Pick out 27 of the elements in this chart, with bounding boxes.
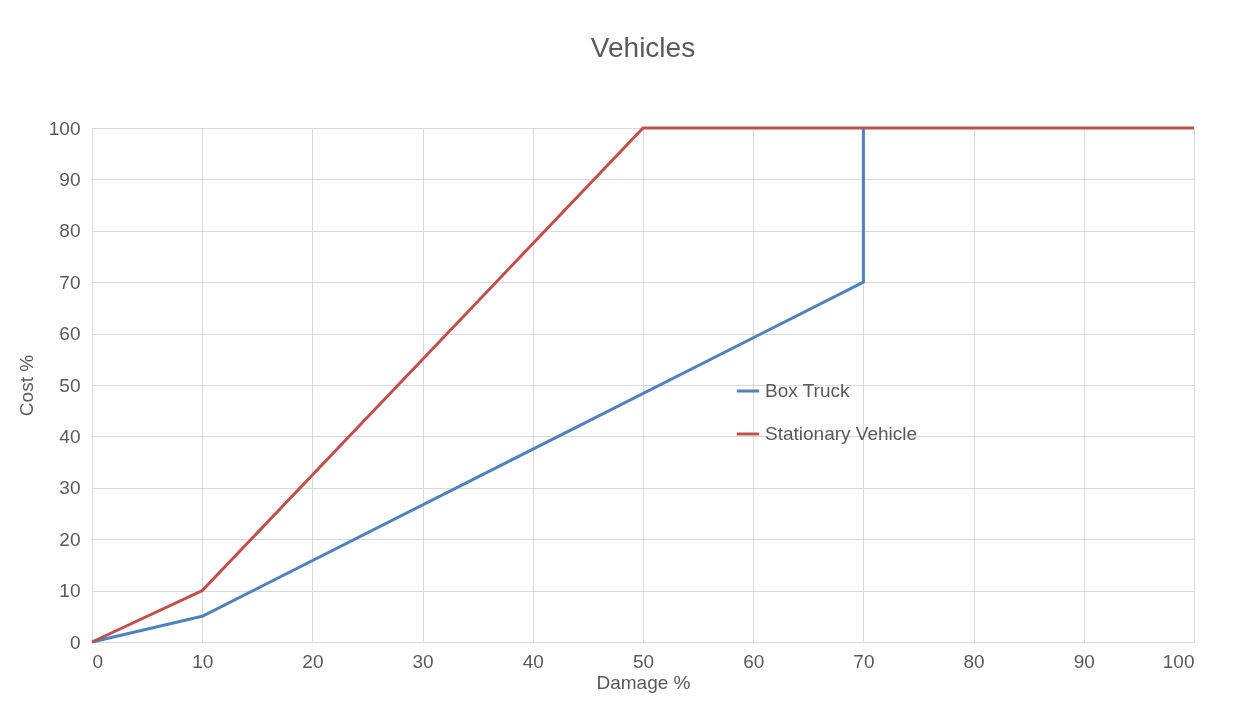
- x-tick-label: 60: [743, 650, 765, 672]
- y-tick-label: 70: [59, 271, 81, 293]
- y-tick-label: 30: [59, 477, 81, 499]
- y-tick-label: 10: [59, 580, 81, 602]
- x-tick-label: 20: [302, 650, 324, 672]
- y-tick-label: 20: [59, 528, 81, 550]
- y-tick-label: 100: [48, 117, 81, 139]
- x-tick-label: 50: [632, 650, 655, 672]
- legend-label: Box Truck: [765, 380, 850, 401]
- x-tick-label: 10: [192, 650, 214, 672]
- y-tick-label: 60: [59, 323, 81, 345]
- y-tick-label: 90: [59, 168, 81, 190]
- x-tick-label: 90: [1073, 650, 1095, 672]
- x-tick-label: 100: [1162, 650, 1195, 672]
- y-tick-label: 40: [59, 425, 81, 447]
- y-axis-title: Cost %: [15, 354, 37, 417]
- y-tick-label: 50: [59, 374, 81, 396]
- x-axis-title: Damage %: [596, 671, 691, 693]
- x-tick-label: 30: [412, 650, 434, 672]
- x-tick-label: 70: [853, 650, 875, 672]
- x-tick-label: 0: [92, 650, 104, 672]
- y-tick-label: 0: [69, 631, 81, 653]
- x-tick-label: 40: [522, 650, 544, 672]
- x-tick-label: 80: [963, 650, 985, 672]
- chart-title: Vehicles: [590, 32, 696, 63]
- legend-label: Stationary Vehicle: [765, 423, 918, 444]
- y-tick-label: 80: [59, 220, 81, 242]
